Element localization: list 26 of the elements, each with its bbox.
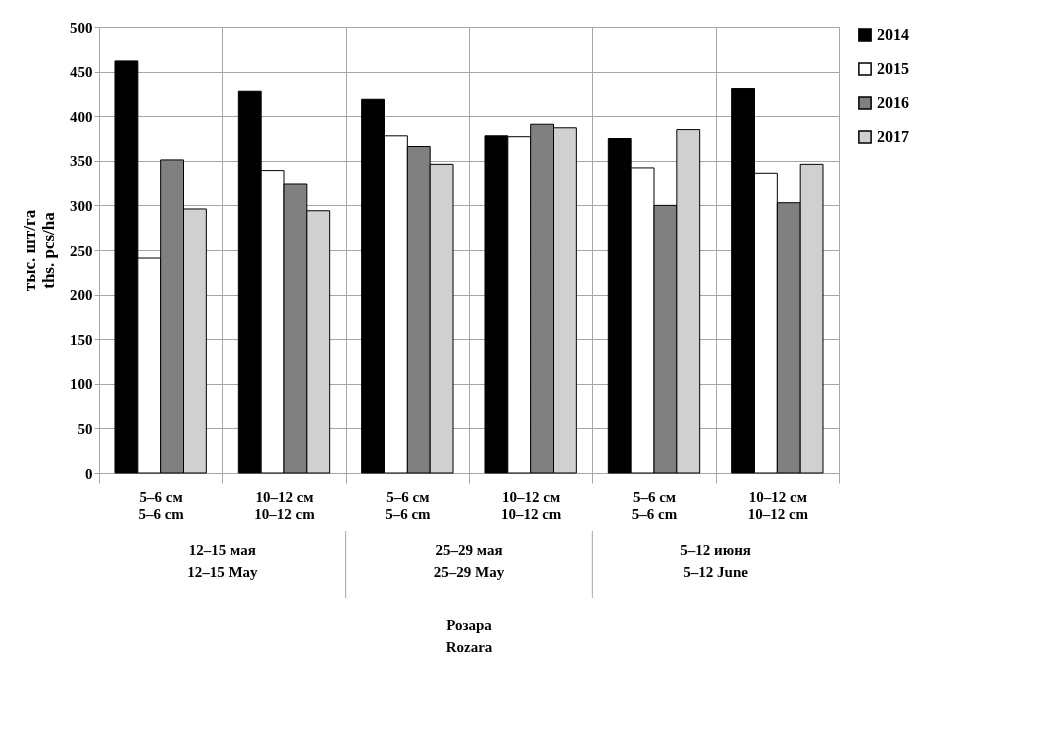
x-tick-label: 10–12 см 10–12 cm xyxy=(500,488,562,522)
y-axis-title: тыс. шт/га ths. pcs/ha xyxy=(20,209,58,292)
x-tick-label: 5–6 см 5–6 cm xyxy=(385,488,432,522)
text: Розара Rozara xyxy=(445,617,493,655)
y-tick-label: 50 xyxy=(77,420,93,437)
legend-label: 2014 xyxy=(877,26,909,43)
legend-label: 2016 xyxy=(877,94,909,111)
y-tick-label: 200 xyxy=(70,287,93,304)
x-tick-label: 10–12 см 10–12 cm xyxy=(747,488,809,522)
y-tick-label: 300 xyxy=(70,197,93,214)
y-tick-label: 450 xyxy=(70,64,93,81)
text: 25–29 мая 25–29 May xyxy=(433,542,505,580)
text: 12–15 мая 12–15 May xyxy=(187,542,259,580)
text: 5–12 июня 5–12 June xyxy=(680,542,751,580)
legend-label: 2015 xyxy=(877,60,909,77)
y-tick-label: 0 xyxy=(85,465,93,482)
y-tick-label: 350 xyxy=(70,153,93,170)
y-tick-label: 150 xyxy=(70,331,93,348)
x-tick-label: 10–12 см 10–12 cm xyxy=(254,488,316,522)
y-tick-label: 400 xyxy=(70,108,93,125)
y-tick-label: 250 xyxy=(70,242,93,259)
x-tick-label: 5–6 см 5–6 cm xyxy=(631,488,678,522)
legend-label: 2017 xyxy=(877,128,909,145)
y-tick-label: 100 xyxy=(70,376,93,393)
y-tick-label: 500 xyxy=(70,19,93,36)
x-tick-label: 5–6 см 5–6 cm xyxy=(138,488,185,522)
